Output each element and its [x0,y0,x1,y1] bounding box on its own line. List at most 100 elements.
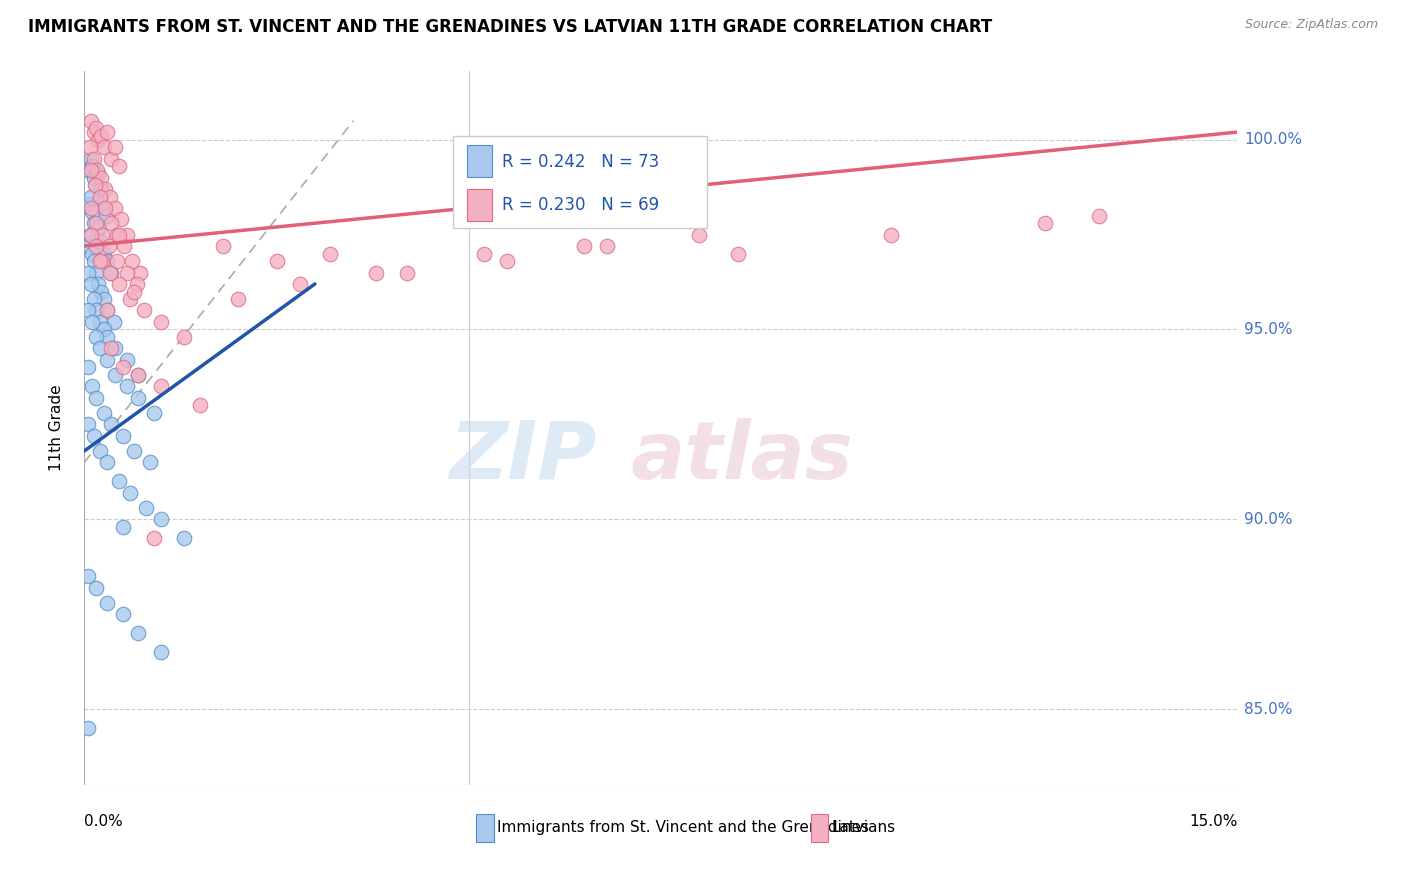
Text: Latvians: Latvians [831,821,896,835]
FancyBboxPatch shape [477,814,494,842]
Point [93,406,115,420]
Point [90,235,112,249]
Point [93,246,115,260]
Point [86,227,108,242]
Point [115,227,138,242]
Point [83,125,105,139]
Point [83,254,105,268]
Point [104,342,127,356]
Point [120,485,142,500]
Point [96,125,118,139]
Point [86,163,108,178]
Point [84,266,107,280]
Point [98,189,121,203]
Point [127,391,149,405]
Point [89,444,111,458]
Text: 85.0%: 85.0% [1244,701,1292,716]
Point [96,455,118,469]
Point [100,266,122,280]
Point [84,239,107,253]
Point [472,246,495,260]
Point [94,182,117,196]
Point [120,292,142,306]
Point [80,246,103,260]
Text: 100.0%: 100.0% [1244,132,1302,147]
Point [496,254,519,268]
Point [366,266,388,280]
Point [111,429,134,443]
Point [727,246,749,260]
Point [89,315,111,329]
Point [104,201,127,215]
Point [94,209,117,223]
Point [93,140,115,154]
Point [93,292,115,306]
Point [83,429,105,443]
FancyBboxPatch shape [811,814,828,842]
Point [121,254,143,268]
Point [108,227,131,242]
Point [87,277,110,291]
Point [103,315,125,329]
Text: atlas: atlas [630,417,853,496]
Point [77,360,100,375]
FancyBboxPatch shape [453,136,707,228]
Text: 90.0%: 90.0% [1244,512,1292,527]
Point [79,113,101,128]
Point [100,152,122,166]
Point [83,292,105,306]
Point [84,178,107,193]
Point [173,531,195,545]
Point [396,266,419,280]
Point [135,500,157,515]
Point [79,201,101,215]
Point [77,417,100,432]
Point [79,152,101,166]
Point [97,239,120,253]
Point [91,227,114,242]
Point [84,391,107,405]
Point [96,254,118,268]
Point [80,159,103,173]
Point [127,626,149,640]
Point [93,201,115,215]
Point [134,303,156,318]
Point [96,352,118,367]
Point [150,379,173,393]
Point [80,204,103,219]
Text: 95.0%: 95.0% [1244,322,1292,337]
Point [80,379,103,393]
Point [87,219,110,234]
Point [319,246,342,260]
Point [98,266,121,280]
Point [79,189,101,203]
Point [90,182,112,196]
Point [79,227,101,242]
Point [89,254,111,268]
Point [90,170,112,185]
Text: R = 0.230   N = 69: R = 0.230 N = 69 [502,196,659,214]
Point [115,379,138,393]
Text: Immigrants from St. Vincent and the Grenadines: Immigrants from St. Vincent and the Gren… [498,821,869,835]
Point [84,216,107,230]
Point [79,140,101,154]
Point [79,227,101,242]
Point [100,417,122,432]
Point [129,266,152,280]
Point [87,133,110,147]
Point [77,197,100,211]
FancyBboxPatch shape [467,189,492,221]
FancyBboxPatch shape [467,145,492,178]
Point [111,607,134,622]
Point [108,159,131,173]
Point [79,163,101,178]
Point [77,163,100,178]
Point [77,303,100,318]
Point [688,227,710,242]
Point [138,455,160,469]
Point [80,315,103,329]
Text: Source: ZipAtlas.com: Source: ZipAtlas.com [1244,18,1378,31]
Point [108,277,131,291]
Point [93,322,115,336]
Point [150,315,173,329]
